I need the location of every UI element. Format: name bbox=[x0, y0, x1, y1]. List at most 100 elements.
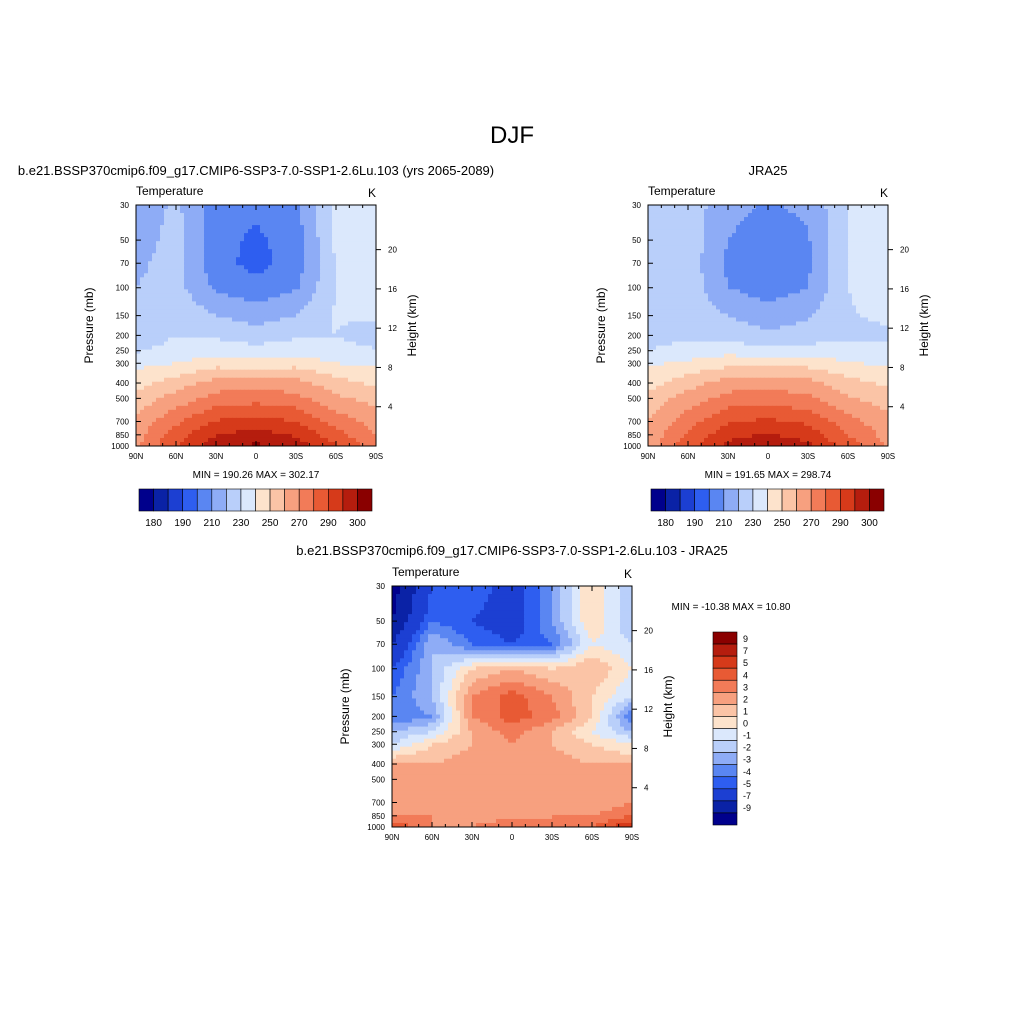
field-cell bbox=[252, 417, 257, 423]
field-cell bbox=[760, 241, 765, 246]
field-cell bbox=[364, 437, 369, 443]
field-cell bbox=[232, 405, 237, 411]
field-cell bbox=[312, 409, 317, 415]
field-cell bbox=[328, 269, 333, 274]
field-cell bbox=[256, 313, 261, 318]
field-cell bbox=[152, 377, 157, 383]
field-cell bbox=[268, 333, 273, 339]
field-cell bbox=[136, 249, 141, 254]
field-cell bbox=[372, 341, 377, 347]
field-cell bbox=[284, 293, 289, 298]
field-cell bbox=[200, 277, 205, 282]
field-cell bbox=[704, 257, 709, 262]
field-cell bbox=[164, 325, 169, 331]
field-cell bbox=[320, 261, 325, 266]
field-cell bbox=[148, 397, 153, 403]
field-cell bbox=[292, 253, 297, 258]
field-cell bbox=[872, 253, 877, 258]
field-cell bbox=[808, 213, 813, 218]
field-cell bbox=[164, 377, 169, 383]
field-cell bbox=[796, 233, 801, 238]
field-cell bbox=[240, 369, 245, 375]
field-cell bbox=[168, 217, 173, 222]
field-cell bbox=[244, 289, 249, 294]
field-cell bbox=[228, 353, 233, 359]
field-cell bbox=[724, 209, 729, 214]
field-cell bbox=[140, 341, 145, 347]
field-cell bbox=[232, 417, 237, 423]
field-cell bbox=[204, 381, 209, 387]
field-cell bbox=[152, 373, 157, 379]
field-cell bbox=[140, 229, 145, 234]
panels: b.e21.BSSP370cmip6.f09_g17.CMIP6-SSP3-7.… bbox=[18, 163, 931, 842]
field-cell bbox=[308, 417, 313, 423]
field-cell bbox=[212, 441, 217, 447]
field-cell bbox=[224, 277, 229, 282]
field-cell bbox=[304, 353, 309, 359]
field-cell bbox=[364, 433, 369, 439]
field-cell bbox=[268, 349, 273, 355]
field-cell bbox=[652, 249, 657, 254]
field-cell bbox=[296, 357, 301, 363]
field-cell bbox=[868, 249, 873, 254]
field-cell bbox=[332, 413, 337, 419]
field-cell bbox=[788, 273, 793, 278]
field-cell bbox=[256, 345, 261, 351]
field-cell bbox=[212, 329, 217, 335]
field-cell bbox=[232, 357, 237, 363]
field-cell bbox=[148, 269, 153, 274]
field-cell bbox=[260, 281, 265, 286]
field-cell bbox=[660, 213, 665, 218]
field-cell bbox=[360, 265, 365, 270]
field-cell bbox=[184, 245, 189, 250]
field-cell bbox=[792, 209, 797, 214]
field-cell bbox=[284, 249, 289, 254]
field-cell bbox=[208, 381, 213, 387]
field-cell bbox=[316, 337, 321, 343]
field-cell bbox=[144, 273, 149, 278]
field-cell bbox=[344, 401, 349, 407]
field-cell bbox=[828, 253, 833, 258]
field-cell bbox=[848, 269, 853, 274]
field-cell bbox=[220, 369, 225, 375]
field-cell bbox=[144, 377, 149, 383]
field-cell bbox=[212, 381, 217, 387]
field-cell bbox=[232, 317, 237, 322]
field-cell bbox=[324, 437, 329, 443]
field-cell bbox=[692, 289, 697, 294]
field-cell bbox=[272, 229, 277, 234]
field-cell bbox=[764, 273, 769, 278]
field-cell bbox=[336, 213, 341, 218]
y-tick-label: 300 bbox=[116, 359, 130, 368]
field-cell bbox=[296, 389, 301, 395]
field-cell bbox=[164, 365, 169, 371]
field-cell bbox=[736, 221, 741, 226]
field-cell bbox=[268, 405, 273, 411]
field-cell bbox=[288, 301, 293, 306]
field-cell bbox=[148, 361, 153, 367]
field-cell bbox=[672, 281, 677, 286]
field-cell bbox=[340, 337, 345, 343]
field-cell bbox=[672, 237, 677, 242]
field-cell bbox=[236, 341, 241, 347]
field-cell bbox=[272, 253, 277, 258]
field-cell bbox=[756, 281, 761, 286]
field-cell bbox=[360, 209, 365, 214]
field-cell bbox=[340, 257, 345, 262]
field-cell bbox=[368, 213, 373, 218]
field-cell bbox=[364, 361, 369, 367]
field-cell bbox=[172, 321, 177, 326]
field-cell bbox=[832, 249, 837, 254]
field-cell bbox=[184, 369, 189, 375]
field-cell bbox=[208, 385, 213, 391]
field-cell bbox=[820, 241, 825, 246]
field-cell bbox=[752, 245, 757, 250]
field-cell bbox=[208, 241, 213, 246]
field-cell bbox=[268, 209, 273, 214]
field-cell bbox=[276, 413, 281, 419]
field-cell bbox=[332, 301, 337, 306]
field-cell bbox=[220, 213, 225, 218]
field-cell bbox=[228, 361, 233, 367]
field-cell bbox=[364, 401, 369, 407]
field-cell bbox=[684, 245, 689, 250]
